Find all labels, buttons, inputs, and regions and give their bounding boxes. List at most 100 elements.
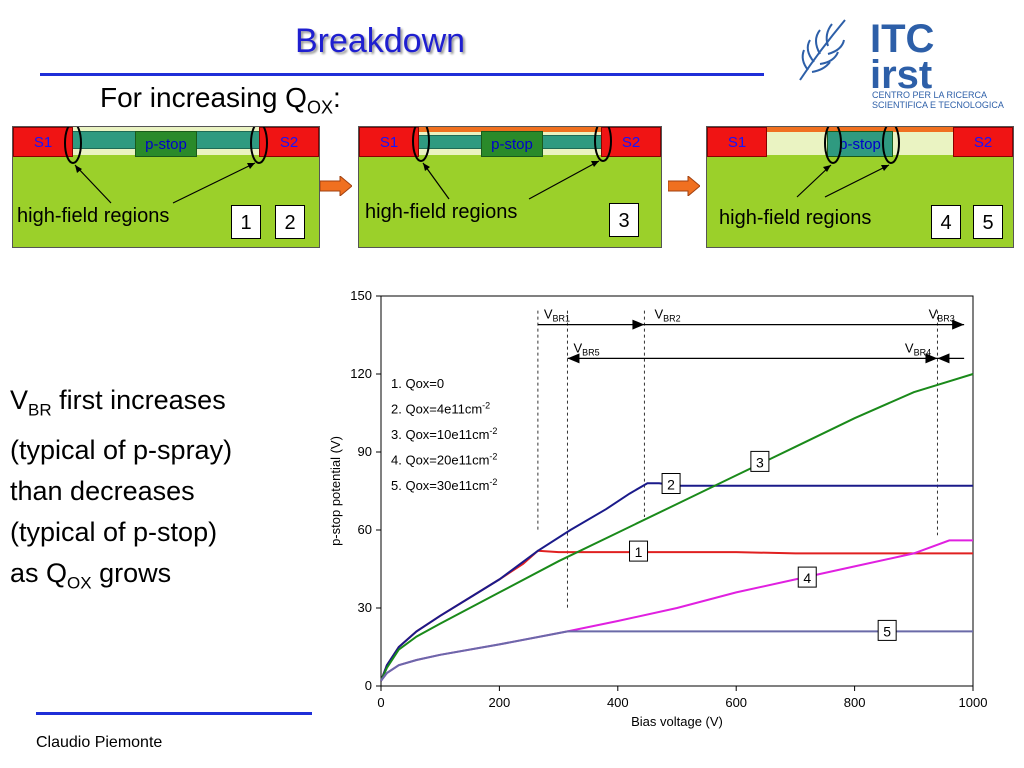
y-tick-label: 120: [350, 366, 372, 381]
high-field-label: high-field regions: [365, 201, 518, 223]
subtitle: For increasing QOX:: [100, 82, 341, 119]
series-line-4: [380, 539, 973, 682]
arrow-right-icon: [320, 176, 352, 196]
line5-post: grows: [91, 558, 172, 589]
pstop-region: p-stop: [827, 131, 893, 157]
curve-number: 1: [231, 205, 261, 239]
line1-rest: first increases: [51, 385, 226, 415]
substrate: [707, 155, 1013, 247]
explanation-line-4: (typical of p-stop): [10, 517, 218, 548]
page-title: Breakdown: [294, 22, 466, 60]
arrowhead: [952, 319, 965, 330]
author: Claudio Piemonte: [36, 734, 163, 751]
series-line-3: [380, 373, 974, 682]
arrowhead: [925, 353, 938, 364]
legend-entry: 4. Qox=20e11cm-2: [391, 452, 497, 468]
vbr-label-br5: VBR5: [573, 340, 599, 357]
oxide-charge: [417, 127, 605, 132]
series-tag-5: 5: [883, 623, 891, 639]
series-tag-4: 4: [803, 570, 811, 586]
s1-region: S1: [13, 127, 73, 157]
arrow-right-icon: [668, 176, 700, 196]
explanation-line-2: (typical of p-spray): [10, 435, 233, 466]
series-tag-box: [661, 473, 681, 494]
oxide-charge: [765, 127, 957, 132]
high-field-label: high-field regions: [17, 205, 170, 227]
title-divider: [40, 73, 764, 76]
s1-region: S1: [359, 127, 419, 157]
subtitle-suffix: :: [332, 82, 341, 113]
explanation-text: VBR first increases (typical of p-spray)…: [10, 380, 310, 604]
legend-entry: 3. Qox=10e11cm-2: [391, 426, 497, 442]
vbr-label-br3: VBR3: [929, 307, 955, 324]
vbr-label-br2: VBR2: [654, 307, 680, 324]
s1-region: S1: [707, 127, 767, 157]
potential-chart: 0 200 400 600 800 1000 0 30 60 90 120 150 Bias volta…: [328, 288, 988, 729]
high-field-markers: [64, 127, 268, 204]
y-tick-label: 150: [350, 288, 372, 303]
legend-entry: 2. Qox=4e11cm-2: [391, 401, 490, 417]
substrate: [13, 155, 319, 247]
arrowhead: [937, 353, 950, 364]
curve-number: 5: [973, 205, 1003, 239]
high-field-markers: [412, 127, 612, 200]
x-tick-label: 200: [489, 695, 511, 710]
x-tick-label: 800: [844, 695, 866, 710]
series-tag-box: [877, 619, 897, 641]
y-tick-label: 0: [365, 678, 372, 693]
itc-irst-logo: ITC irst CENTRO PER LA RICERCA SCIENTIFI…: [790, 10, 1016, 110]
device-panel-1: S1 S2 p-stop high-field regions 1 2: [12, 126, 320, 248]
subtitle-sub: OX: [306, 97, 333, 118]
y-tick-label: 30: [358, 600, 372, 615]
explanation-line-3: than decreases: [10, 476, 195, 507]
subtitle-text: For increasing Q: [100, 82, 307, 113]
logo-itc: ITC: [870, 17, 934, 61]
series-tag-2: 2: [667, 477, 675, 493]
device-panel-3: S1 S2 p-stop high-field regions 4 5: [706, 126, 1014, 248]
x-tick-label: 0: [377, 695, 384, 710]
plot-frame: [380, 295, 974, 687]
line5-pre: as Q: [10, 558, 68, 589]
series-line-2: [380, 482, 973, 682]
x-tick-label: 400: [607, 695, 629, 710]
vbr-main: V: [10, 385, 29, 415]
arrowhead: [632, 319, 645, 330]
vbr-label-br1: VBR1: [544, 307, 570, 324]
curve-number: 2: [275, 205, 305, 239]
s2-region: S2: [953, 127, 1013, 157]
logo-tagline-1: CENTRO PER LA RICERCA: [872, 90, 987, 100]
series-tag-box: [750, 450, 770, 472]
curve-number: 4: [931, 205, 961, 239]
pstop-region: p-stop: [481, 131, 543, 157]
series-line-5: [380, 630, 973, 682]
logo-tagline-2: SCIENTIFICA E TECNOLOGICA: [872, 100, 1004, 110]
high-field-markers: [796, 127, 900, 198]
x-tick-label: 600: [725, 695, 747, 710]
y-tick-label: 90: [358, 444, 372, 459]
x-axis-label: Bias voltage (V): [631, 714, 723, 729]
series-tag-box: [629, 540, 649, 562]
series-tag-box: [797, 566, 817, 588]
legend-entry: 1. Qox=0: [391, 376, 444, 391]
y-axis-label: p-stop potential (V): [328, 436, 343, 546]
y-tick-label: 60: [358, 522, 372, 537]
vbr-sub: BR: [28, 400, 52, 420]
line5-sub: OX: [67, 573, 92, 593]
chart-legend: 1. Qox=0 2. Qox=4e11cm-2 3. Qox=10e11cm-2 4…: [391, 376, 497, 493]
pstop-region: p-stop: [135, 131, 197, 157]
series-tag-1: 1: [635, 544, 643, 560]
explanation-line-5: as QOX grows: [10, 553, 310, 603]
vbr-label-br4: VBR4: [905, 340, 931, 357]
series-tag-3: 3: [756, 454, 764, 470]
laurel-icon: ITC irst CENTRO PER LA RICERCA SCIENTIFI…: [799, 17, 1004, 110]
legend-entry: 5. Qox=30e11cm-2: [391, 477, 497, 493]
explanation-line-1: VBR first increases: [10, 380, 310, 430]
curve-number: 3: [609, 203, 639, 237]
high-field-label: high-field regions: [719, 207, 872, 229]
footer-divider: [36, 712, 312, 715]
series-line-1: [380, 549, 973, 682]
logo-irst: irst: [870, 53, 932, 97]
x-tick-label: 1000: [959, 695, 988, 710]
arrowhead: [567, 353, 580, 364]
device-panel-2: S1 S2 p-stop high-field regions 3: [358, 126, 662, 248]
